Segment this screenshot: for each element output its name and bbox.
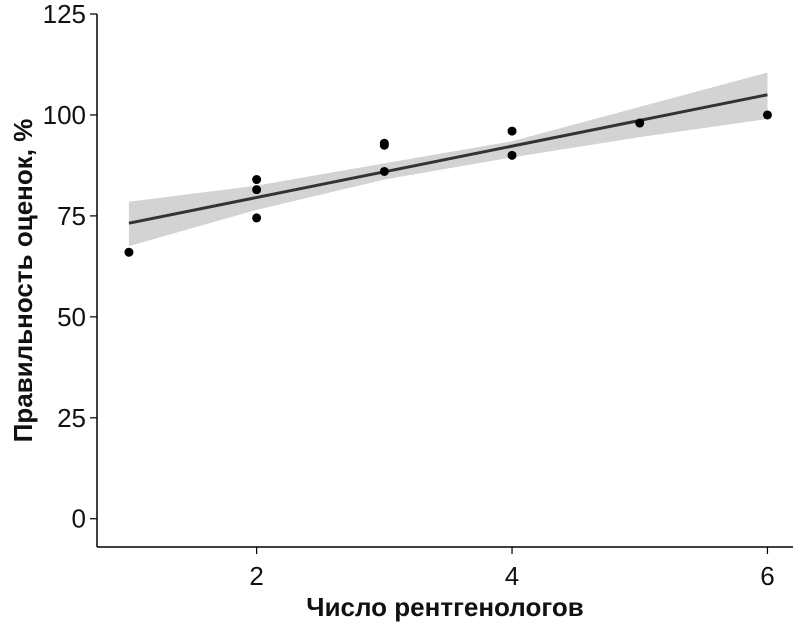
data-point [252,185,262,195]
axes-layer [96,14,793,548]
y-ticks: 0 25 50 75 100 125 [43,0,97,534]
data-point [252,213,262,223]
data-point [635,118,645,128]
y-tick-label: 25 [57,403,86,433]
y-tick-label: 100 [43,100,86,130]
data-point [252,175,262,185]
data-point [762,110,772,120]
x-tick-label: 2 [249,561,263,591]
x-ticks: 2 4 6 [249,547,775,591]
y-axis-title: Правильность оценок, % [8,119,38,443]
y-tick-label: 125 [43,0,86,29]
y-tick-label: 75 [57,201,86,231]
data-point [379,140,389,150]
data-points-layer [124,110,772,257]
data-point [379,166,389,176]
trend-line [128,93,768,225]
y-tick-label: 0 [72,504,86,534]
data-point [507,126,517,136]
data-point [124,247,134,257]
x-tick-label: 6 [760,561,774,591]
y-tick-label: 50 [57,302,86,332]
trend-line-layer [128,93,768,225]
x-tick-label: 4 [505,561,519,591]
data-point [507,150,517,160]
x-axis-title: Число рентгенологов [306,592,583,622]
